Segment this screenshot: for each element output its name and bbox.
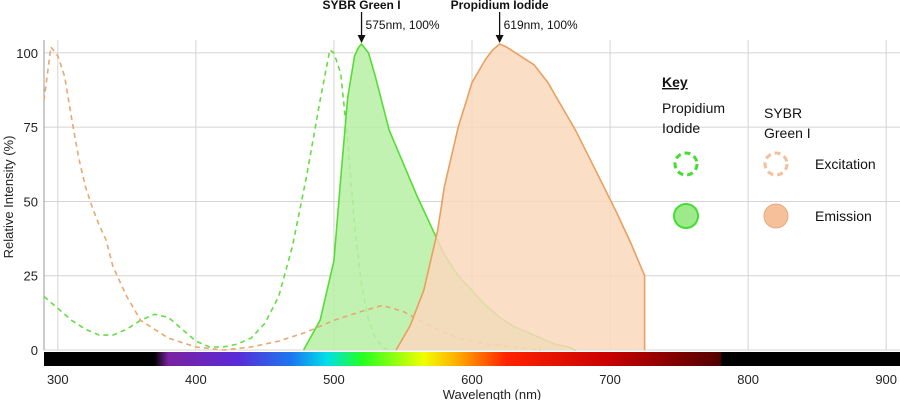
x-tick-label: 400 — [185, 372, 207, 387]
grid — [43, 40, 900, 351]
x-tick-label: 900 — [875, 372, 897, 387]
annotation-title: SYBR Green I — [323, 0, 401, 12]
key-orange-excitation-icon — [763, 151, 789, 177]
peak-annotations: SYBR Green I 575nm, 100% Propidium Iodide 6… — [323, 0, 578, 43]
key-title: Key — [662, 74, 688, 90]
y-tick-label: 75 — [24, 120, 38, 135]
x-tick-label: 700 — [599, 372, 621, 387]
annotation-title: Propidium Iodide — [451, 0, 549, 12]
spectrum-gradient-bar — [44, 352, 900, 366]
key-green-excitation-icon — [673, 151, 699, 177]
x-tick-label: 800 — [737, 372, 759, 387]
propidium-iodide-emission-area — [396, 44, 645, 350]
x-tick-label: 300 — [47, 372, 69, 387]
x-axis-title: Wavelength (nm) — [443, 387, 542, 400]
key-emission-label: Emission — [815, 208, 872, 224]
y-axis-title: Relative Intensity (%) — [1, 136, 16, 259]
legend-key: Key Propidium Iodide SYBR Green I Excita… — [662, 74, 876, 229]
key-col1-line2: Iodide — [662, 120, 700, 136]
y-tick-label: 50 — [24, 194, 38, 209]
y-axis-ticks: 0 25 50 75 100 — [16, 46, 38, 358]
y-tick-label: 25 — [24, 269, 38, 284]
x-tick-label: 500 — [323, 372, 345, 387]
y-tick-label: 100 — [16, 46, 38, 61]
annotation-arrow-head — [357, 35, 366, 43]
x-axis-ticks: 300 400 500 600 700 800 900 — [47, 372, 897, 387]
spectrum-bar — [44, 352, 900, 366]
annotation-arrow-head — [495, 35, 504, 43]
curves — [43, 42, 646, 351]
key-col2-line2: Green I — [764, 125, 811, 141]
key-col2-line1: SYBR — [764, 105, 802, 121]
sybr-green-i-emission-area — [303, 44, 576, 350]
annotation-value: 619nm, 100% — [504, 18, 578, 32]
x-tick-label: 600 — [461, 372, 483, 387]
y-tick-label: 0 — [31, 343, 38, 358]
key-excitation-label: Excitation — [815, 156, 876, 172]
annotation-value: 575nm, 100% — [366, 18, 440, 32]
propidium-iodide-emission-line — [395, 43, 646, 351]
key-green-emission-icon — [673, 203, 699, 229]
propidium-iodide-excitation-line — [43, 44, 542, 351]
key-orange-emission-icon — [763, 203, 789, 229]
key-col1-line1: Propidium — [662, 100, 725, 116]
